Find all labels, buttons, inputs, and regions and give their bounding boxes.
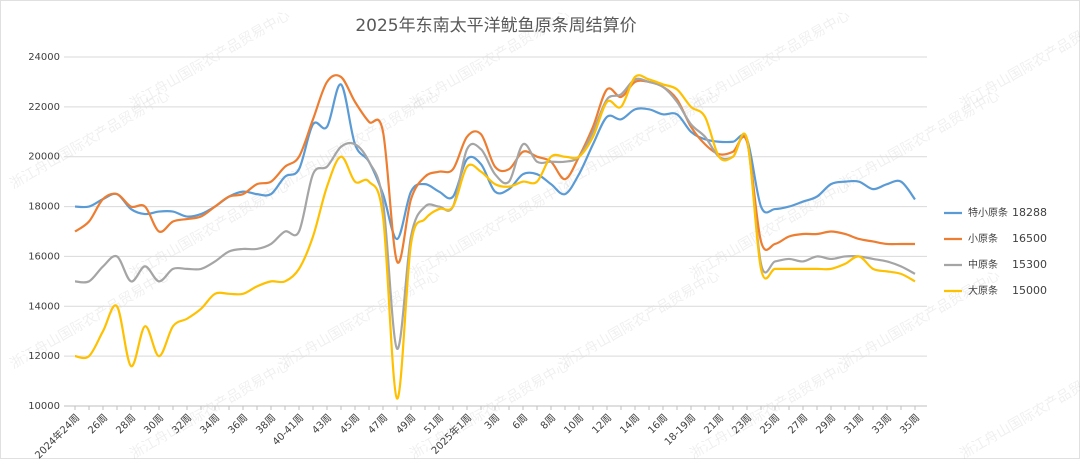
y-tick-label: 14000 (28, 301, 60, 312)
y-tick-label: 18000 (28, 202, 60, 213)
legend-value: 15300 (1012, 258, 1047, 271)
chart-title: 2025年东南太平洋鱿鱼原条周结算价 (355, 16, 636, 36)
y-tick-label: 16000 (28, 251, 60, 262)
legend-label: 中原条 (968, 258, 998, 271)
legend-label: 小原条 (968, 232, 998, 245)
legend-label: 特小原条 (968, 206, 1008, 219)
series-line (74, 74, 915, 264)
y-tick-label: 22000 (28, 102, 60, 113)
legend-value: 15000 (1012, 284, 1047, 297)
y-tick-label: 12000 (28, 351, 60, 362)
legend-value: 18288 (1012, 206, 1047, 219)
legend-label: 大原条 (968, 284, 998, 297)
y-tick-label: 10000 (28, 401, 60, 412)
series-line (74, 74, 916, 400)
y-tick-label: 24000 (28, 52, 60, 63)
legend-value: 16500 (1012, 232, 1047, 245)
y-tick-label: 20000 (28, 152, 60, 163)
series-line (74, 77, 916, 350)
